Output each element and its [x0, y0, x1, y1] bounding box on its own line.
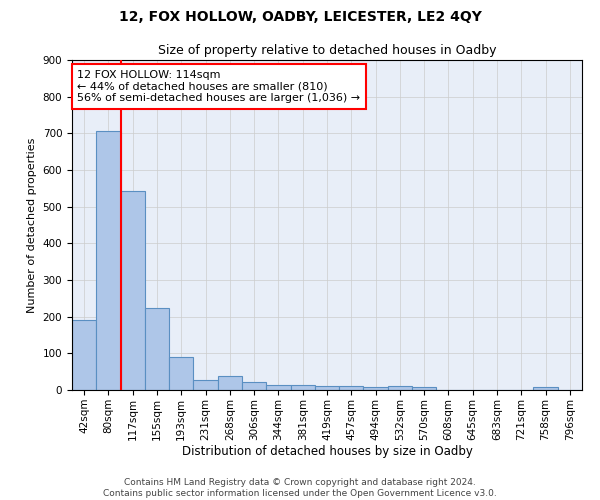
Bar	[96, 131, 121, 390]
Bar	[266, 385, 290, 390]
Bar	[364, 386, 388, 390]
Bar	[218, 376, 242, 390]
Text: 12 FOX HOLLOW: 114sqm
← 44% of detached houses are smaller (810)
56% of semi-det: 12 FOX HOLLOW: 114sqm ← 44% of detached …	[77, 70, 360, 103]
Bar	[121, 191, 145, 390]
Bar	[193, 380, 218, 390]
Bar	[388, 386, 412, 390]
Bar	[533, 386, 558, 390]
Bar	[169, 356, 193, 390]
Text: 12, FOX HOLLOW, OADBY, LEICESTER, LE2 4QY: 12, FOX HOLLOW, OADBY, LEICESTER, LE2 4Q…	[119, 10, 481, 24]
Bar	[72, 320, 96, 390]
Bar	[412, 388, 436, 390]
Bar	[242, 382, 266, 390]
Bar	[339, 386, 364, 390]
Bar	[145, 308, 169, 390]
X-axis label: Distribution of detached houses by size in Oadby: Distribution of detached houses by size …	[182, 446, 472, 458]
Title: Size of property relative to detached houses in Oadby: Size of property relative to detached ho…	[158, 44, 496, 58]
Y-axis label: Number of detached properties: Number of detached properties	[27, 138, 37, 312]
Bar	[290, 385, 315, 390]
Bar	[315, 386, 339, 390]
Text: Contains HM Land Registry data © Crown copyright and database right 2024.
Contai: Contains HM Land Registry data © Crown c…	[103, 478, 497, 498]
